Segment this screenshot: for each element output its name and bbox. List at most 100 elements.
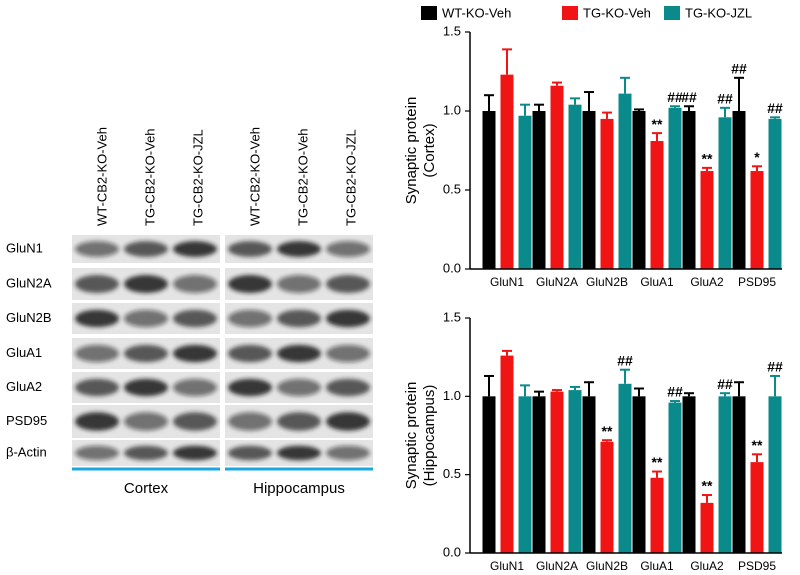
y-tick-label: 0.5 <box>443 466 461 481</box>
error-bar <box>652 132 662 142</box>
significance-label: ## <box>667 89 683 105</box>
blot-band <box>228 344 272 363</box>
blot-band <box>326 275 370 293</box>
bar <box>582 396 596 553</box>
region-label: Hippocampus <box>253 480 345 497</box>
bar <box>650 477 664 553</box>
bar <box>532 111 546 269</box>
bar <box>632 396 646 553</box>
blot-band <box>124 378 168 397</box>
bar <box>682 396 696 553</box>
blot-band <box>277 445 321 461</box>
bar <box>668 402 682 553</box>
blot-band <box>277 309 321 328</box>
error-bar <box>684 105 694 111</box>
error-bar <box>552 81 562 86</box>
x-tick-label: GluA2 <box>690 275 724 289</box>
blot-band <box>326 241 370 257</box>
legend-swatch <box>562 6 578 20</box>
error-bar <box>520 103 530 116</box>
error-bar <box>502 349 512 356</box>
bar <box>568 390 582 553</box>
blot-band <box>228 445 272 461</box>
error-bar <box>734 76 744 111</box>
bar <box>600 118 614 270</box>
blot-column-label: TG-CB2-KO-JZL <box>343 129 358 226</box>
y-axis-label: Synaptic protein <box>403 382 420 490</box>
y-tick-label: 0.0 <box>443 544 461 559</box>
error-bar <box>552 389 562 392</box>
significance-label: ## <box>617 352 633 368</box>
blot-band <box>75 309 119 328</box>
bar <box>482 111 496 269</box>
blot-band <box>124 445 168 461</box>
error-bar <box>702 166 712 172</box>
blot-band <box>173 309 217 328</box>
significance-label: ** <box>752 437 763 453</box>
blot-row-label: GluN2B <box>6 310 52 325</box>
error-bar <box>702 494 712 503</box>
blot-row-label: GluN2A <box>6 275 52 290</box>
legend-swatch <box>664 6 680 20</box>
y-axis-label: (Cortex) <box>421 123 438 177</box>
blot-row-label: PSD95 <box>6 413 47 428</box>
significance-label: ## <box>717 91 733 107</box>
error-bar <box>534 103 544 111</box>
error-bar <box>652 470 662 478</box>
bar <box>518 115 532 270</box>
legend-label: TG-KO-JZL <box>685 5 752 20</box>
blot-column-label: TG-CB2-KO-Veh <box>295 128 310 226</box>
blot-band <box>173 344 217 363</box>
blot-band <box>124 275 168 293</box>
blot-column-label: TG-CB2-KO-JZL <box>190 129 205 226</box>
x-tick-label: GluA1 <box>640 275 674 289</box>
bar <box>550 85 564 269</box>
bar <box>668 107 682 269</box>
bar <box>482 396 496 553</box>
blot-row-label: GluA2 <box>6 379 42 394</box>
blot-band <box>326 309 370 328</box>
blot-band <box>277 275 321 293</box>
blot-column-label: TG-CB2-KO-Veh <box>142 128 157 226</box>
bar <box>732 111 746 269</box>
bar <box>550 391 564 553</box>
bar <box>500 355 514 553</box>
blot-band <box>277 378 321 397</box>
x-tick-label: PSD95 <box>738 559 776 573</box>
y-axis-label: (Hippocampus) <box>421 385 438 487</box>
blot-band <box>173 275 217 293</box>
significance-label: ## <box>717 376 733 392</box>
error-bar <box>570 385 580 391</box>
blot-row-label: β-Actin <box>6 444 47 459</box>
x-tick-label: GluN2A <box>536 275 578 289</box>
bar <box>700 171 714 269</box>
error-bar <box>584 91 594 111</box>
blot-band <box>326 445 370 461</box>
legend-label: WT-KO-Veh <box>442 5 511 20</box>
y-tick-label: 0.0 <box>443 260 461 275</box>
error-bar <box>752 165 762 172</box>
region-label: Cortex <box>124 480 169 497</box>
blot-band <box>124 309 168 328</box>
bar <box>500 74 514 269</box>
bar <box>600 441 614 553</box>
blot-column-label: WT-CB2-KO-Veh <box>247 127 262 226</box>
error-bar <box>770 116 780 119</box>
blot-band <box>277 412 321 431</box>
blot-band <box>228 309 272 328</box>
significance-label: ## <box>767 359 783 375</box>
error-bar <box>620 76 630 94</box>
blot-band <box>75 445 119 461</box>
x-tick-label: PSD95 <box>738 275 776 289</box>
y-tick-label: 1.0 <box>443 102 461 117</box>
bar <box>750 171 764 269</box>
error-bar <box>620 368 630 384</box>
blot-band <box>75 241 119 257</box>
blot-band <box>326 412 370 431</box>
error-bar <box>584 381 594 397</box>
blot-band <box>75 275 119 293</box>
significance-label: ** <box>702 151 713 167</box>
blot-band <box>75 412 119 431</box>
blot-band <box>173 378 217 397</box>
x-tick-label: GluA1 <box>640 559 674 573</box>
